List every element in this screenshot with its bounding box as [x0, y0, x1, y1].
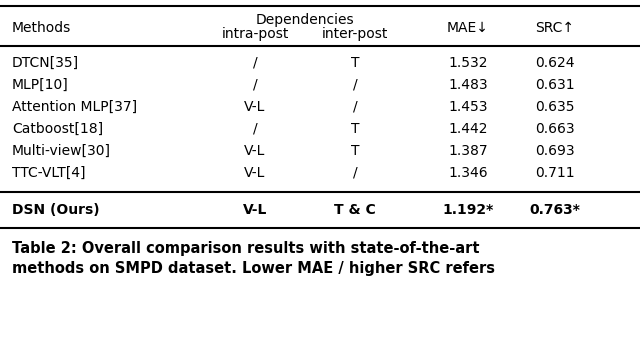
Text: T: T	[351, 122, 359, 136]
Text: DTCN[35]: DTCN[35]	[12, 56, 79, 70]
Text: 1.387: 1.387	[448, 144, 488, 158]
Text: /: /	[353, 166, 357, 180]
Text: T & C: T & C	[334, 203, 376, 217]
Text: T: T	[351, 144, 359, 158]
Text: TTC-VLT[4]: TTC-VLT[4]	[12, 166, 86, 180]
Text: Methods: Methods	[12, 21, 71, 35]
Text: /: /	[353, 78, 357, 92]
Text: Dependencies: Dependencies	[256, 13, 355, 27]
Text: /: /	[253, 122, 257, 136]
Text: inter-post: inter-post	[322, 27, 388, 41]
Text: 0.763*: 0.763*	[529, 203, 580, 217]
Text: 0.624: 0.624	[535, 56, 575, 70]
Text: 0.693: 0.693	[535, 144, 575, 158]
Text: 1.532: 1.532	[448, 56, 488, 70]
Text: 0.663: 0.663	[535, 122, 575, 136]
Text: Attention MLP[37]: Attention MLP[37]	[12, 100, 137, 114]
Text: /: /	[253, 56, 257, 70]
Text: T: T	[351, 56, 359, 70]
Text: 0.631: 0.631	[535, 78, 575, 92]
Text: /: /	[353, 100, 357, 114]
Text: 1.483: 1.483	[448, 78, 488, 92]
Text: 1.442: 1.442	[448, 122, 488, 136]
Text: V-L: V-L	[244, 166, 266, 180]
Text: 1.453: 1.453	[448, 100, 488, 114]
Text: DSN (Ours): DSN (Ours)	[12, 203, 100, 217]
Text: SRC↑: SRC↑	[536, 21, 575, 35]
Text: 1.192*: 1.192*	[442, 203, 493, 217]
Text: 0.711: 0.711	[535, 166, 575, 180]
Text: /: /	[253, 78, 257, 92]
Text: Multi-view[30]: Multi-view[30]	[12, 144, 111, 158]
Text: Table 2: Overall comparison results with state-of-the-art: Table 2: Overall comparison results with…	[12, 240, 479, 255]
Text: Catboost[18]: Catboost[18]	[12, 122, 103, 136]
Text: methods on SMPD dataset. Lower MAE / higher SRC refers: methods on SMPD dataset. Lower MAE / hig…	[12, 261, 495, 275]
Text: 1.346: 1.346	[448, 166, 488, 180]
Text: 0.635: 0.635	[535, 100, 575, 114]
Text: V-L: V-L	[243, 203, 267, 217]
Text: intra-post: intra-post	[221, 27, 289, 41]
Text: V-L: V-L	[244, 100, 266, 114]
Text: MAE↓: MAE↓	[447, 21, 489, 35]
Text: V-L: V-L	[244, 144, 266, 158]
Text: MLP[10]: MLP[10]	[12, 78, 68, 92]
